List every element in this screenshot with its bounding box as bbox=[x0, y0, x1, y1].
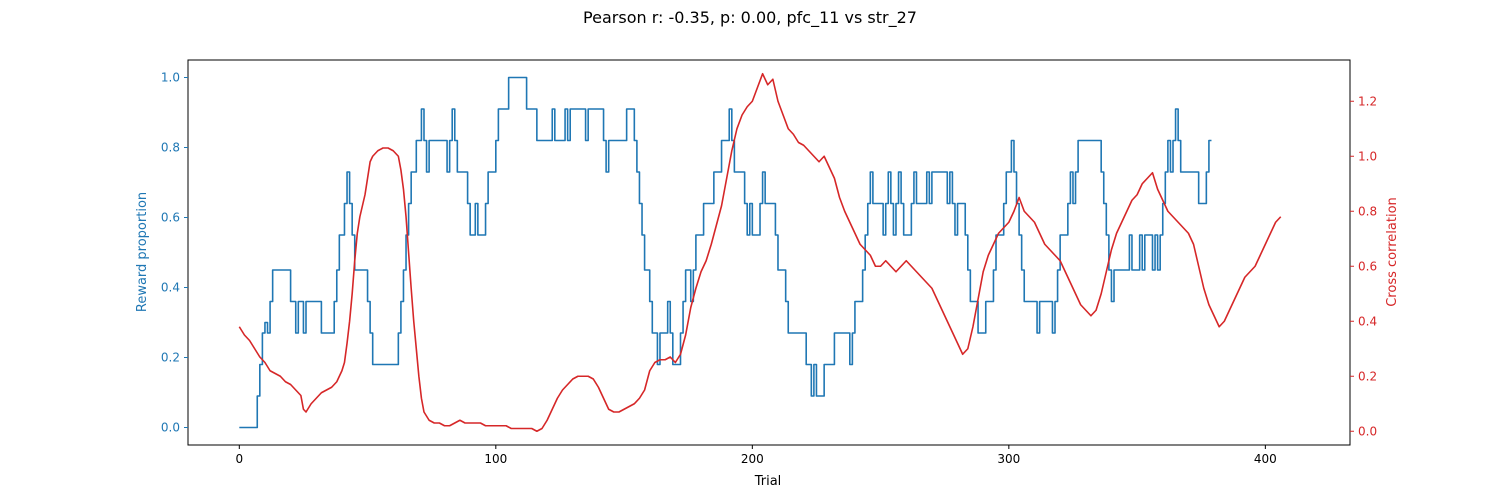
right-y-tick-label: 0.2 bbox=[1358, 369, 1377, 383]
right-y-tick-label: 0.4 bbox=[1358, 314, 1377, 328]
cross-correlation-line bbox=[238, 72, 1282, 433]
left-y-tick-label: 0.4 bbox=[161, 281, 180, 295]
left-y-axis: 0.0 0.2 0.4 0.6 0.8 1.0 bbox=[161, 71, 188, 435]
left-y-tick-label: 0.8 bbox=[161, 141, 180, 155]
left-y-tick-label: 1.0 bbox=[161, 71, 180, 85]
axes: 0 100 200 300 400 0.00.20.40.60.81.0 0.00.20… bbox=[135, 59, 1400, 489]
left-y-tick-label: 0.2 bbox=[161, 351, 180, 365]
chart-title: Pearson r: -0.35, p: 0.00, pfc_11 vs str… bbox=[583, 8, 917, 28]
x-tick-label: 200 bbox=[741, 452, 764, 466]
x-tick-label: 300 bbox=[997, 452, 1020, 466]
left-y-tick-label: 0.0 bbox=[161, 421, 180, 435]
left-y-axis-label: Reward proportion bbox=[135, 192, 150, 312]
right-y-axis: 0.0 0.2 0.4 0.6 0.8 1.0 1.2 bbox=[1350, 94, 1377, 438]
right-y-tick-label: 1.0 bbox=[1358, 149, 1377, 163]
right-y-tick-label: 1.2 bbox=[1358, 94, 1377, 108]
series-layer bbox=[238, 72, 1282, 433]
left-y-tick-label: 0.6 bbox=[161, 211, 180, 225]
x-axis: 0 100 200 300 400 bbox=[235, 445, 1277, 466]
right-y-tick-label: 0.8 bbox=[1358, 204, 1377, 218]
plot-frame bbox=[187, 59, 1351, 446]
right-y-tick-label: 0.6 bbox=[1358, 259, 1377, 273]
x-axis-label: Trial bbox=[754, 474, 782, 489]
x-tick-label: 400 bbox=[1254, 452, 1277, 466]
x-tick-label: 0 bbox=[235, 452, 243, 466]
x-tick-label: 100 bbox=[484, 452, 507, 466]
reward-proportion-line bbox=[239, 76, 1212, 429]
right-y-tick-label: 0.0 bbox=[1358, 424, 1377, 438]
right-y-axis-label: Cross correlation bbox=[1385, 197, 1400, 307]
